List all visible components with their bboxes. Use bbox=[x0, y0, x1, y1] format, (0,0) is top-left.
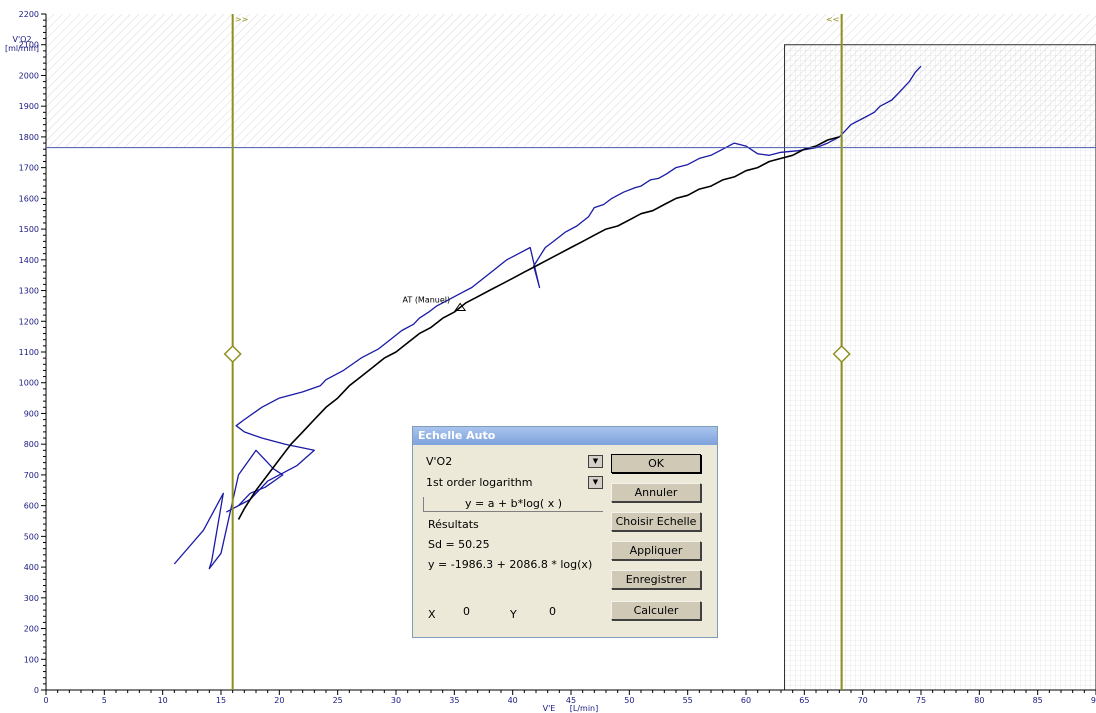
x-tick-label: 40 bbox=[508, 696, 518, 705]
y-tick-label: 500 bbox=[24, 532, 39, 541]
y-tick-label: 900 bbox=[24, 409, 39, 418]
x-tick-label: 20 bbox=[274, 696, 284, 705]
cursor-marker-label: >> bbox=[235, 15, 248, 24]
y-tick-label: 1800 bbox=[19, 133, 39, 142]
x-tick-label: 5 bbox=[102, 696, 107, 705]
y-axis-label: V'O2 bbox=[12, 35, 31, 44]
echelle-auto-dialog: Echelle Auto V'O2 ▼ 1st order logarithm … bbox=[412, 426, 718, 638]
y-tick-label: 2000 bbox=[19, 71, 39, 80]
annuler-button[interactable]: Annuler bbox=[611, 483, 701, 502]
parameter-select[interactable]: V'O2 bbox=[426, 455, 453, 468]
y-tick-label: 600 bbox=[24, 502, 39, 511]
y-tick-label: 2100 bbox=[19, 41, 39, 50]
y-tick-label: 1400 bbox=[19, 256, 39, 265]
x-tick-label: 85 bbox=[1033, 696, 1043, 705]
x-tick-label: 15 bbox=[216, 696, 226, 705]
x-tick-label: 50 bbox=[624, 696, 634, 705]
y-tick-label: 1200 bbox=[19, 317, 39, 326]
y-label: Y bbox=[510, 608, 517, 621]
enregistrer-button[interactable]: Enregistrer bbox=[611, 570, 701, 589]
y-tick-label: 300 bbox=[24, 594, 39, 603]
x-tick-label: 60 bbox=[741, 696, 751, 705]
y-tick-label: 200 bbox=[24, 625, 39, 634]
x-tick-label: 65 bbox=[799, 696, 809, 705]
parameter-dropdown-icon[interactable]: ▼ bbox=[588, 455, 603, 468]
at-annotation: AT (Manuel) bbox=[403, 296, 451, 305]
x-tick-label: 25 bbox=[333, 696, 343, 705]
formula-display: y = a + b*log( x ) bbox=[423, 497, 603, 512]
measured-series-line bbox=[173, 65, 922, 570]
x-tick-label: 70 bbox=[858, 696, 868, 705]
x-tick-label: 45 bbox=[566, 696, 576, 705]
x-value: 0 bbox=[463, 605, 470, 618]
y-tick-label: 1000 bbox=[19, 379, 39, 388]
y-tick-label: 1700 bbox=[19, 164, 39, 173]
x-tick-label: 0 bbox=[43, 696, 48, 705]
cursor-marker-label: << bbox=[826, 15, 839, 24]
grid-region bbox=[784, 44, 1096, 691]
at-marker-icon bbox=[454, 302, 467, 312]
x-tick-label: 10 bbox=[158, 696, 168, 705]
model-dropdown-icon[interactable]: ▼ bbox=[588, 476, 603, 489]
results-label: Résultats bbox=[428, 518, 479, 531]
y-axis-unit: [ml/min] bbox=[5, 44, 39, 53]
x-tick-label: 75 bbox=[916, 696, 926, 705]
fit-curve-line bbox=[237, 136, 840, 520]
x-tick-label: 35 bbox=[449, 696, 459, 705]
y-tick-label: 800 bbox=[24, 440, 39, 449]
y-value: 0 bbox=[549, 605, 556, 618]
dialog-title: Echelle Auto bbox=[413, 427, 717, 445]
ok-button[interactable]: OK bbox=[611, 454, 701, 473]
sd-value: Sd = 50.25 bbox=[428, 538, 490, 551]
y-tick-label: 1100 bbox=[19, 348, 39, 357]
x-axis-unit: [L/min] bbox=[570, 704, 598, 713]
x-axis-label: V'E bbox=[543, 704, 556, 713]
choisir-echelle-button[interactable]: Choisir Echelle bbox=[611, 512, 701, 531]
appliquer-button[interactable]: Appliquer bbox=[611, 541, 701, 560]
y-tick-label: 2200 bbox=[19, 10, 39, 19]
y-tick-label: 1600 bbox=[19, 194, 39, 203]
y-tick-label: 1500 bbox=[19, 225, 39, 234]
y-tick-label: 0 bbox=[34, 686, 39, 695]
y-tick-label: 100 bbox=[24, 655, 39, 664]
cursor-handle-icon bbox=[832, 344, 851, 364]
x-tick-label: 30 bbox=[391, 696, 401, 705]
cursor-handle-icon bbox=[223, 344, 242, 364]
model-select[interactable]: 1st order logarithm bbox=[426, 476, 533, 489]
y-tick-label: 1300 bbox=[19, 287, 39, 296]
calculer-button[interactable]: Calculer bbox=[611, 601, 701, 620]
y-tick-label: 400 bbox=[24, 563, 39, 572]
x-label: X bbox=[428, 608, 436, 621]
x-tick-label: 90 bbox=[1091, 696, 1096, 705]
x-tick-label: 55 bbox=[683, 696, 693, 705]
fit-equation: y = -1986.3 + 2086.8 * log(x) bbox=[428, 558, 593, 571]
y-tick-label: 1900 bbox=[19, 102, 39, 111]
x-tick-label: 80 bbox=[974, 696, 984, 705]
y-tick-label: 700 bbox=[24, 471, 39, 480]
